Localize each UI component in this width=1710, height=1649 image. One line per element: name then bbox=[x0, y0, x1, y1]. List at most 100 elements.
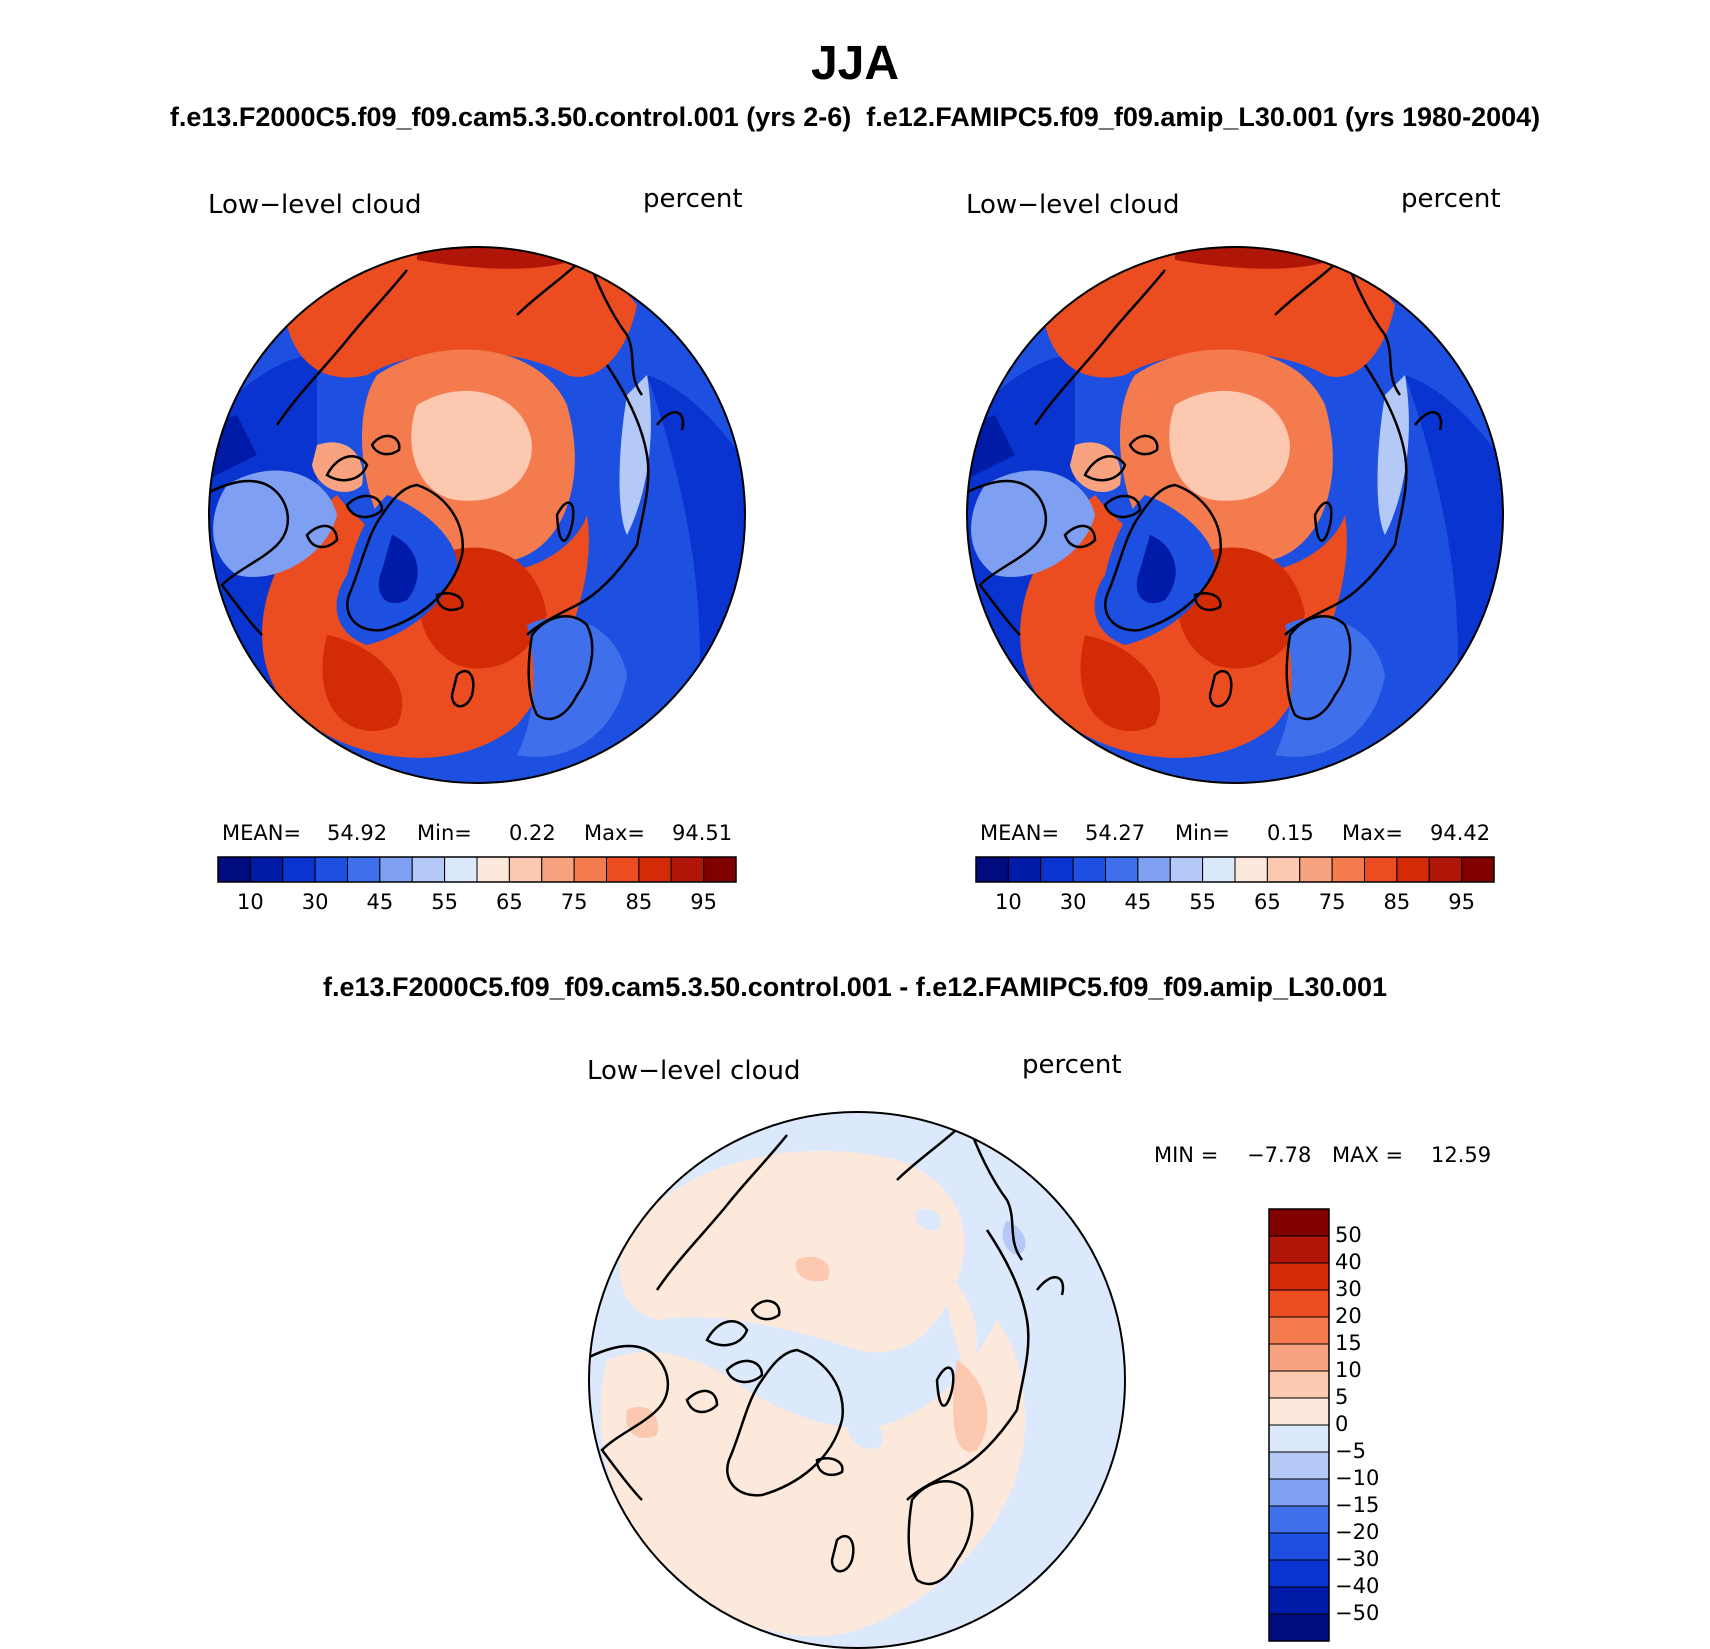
colorbar-swatch bbox=[444, 856, 478, 883]
colorbar-tick-label: −30 bbox=[1335, 1547, 1380, 1571]
page-subtitle: f.e13.F2000C5.f09_f09.cam5.3.50.control.… bbox=[169, 102, 1541, 132]
colorbar-swatch bbox=[1268, 1424, 1330, 1453]
panel-1-map bbox=[209, 247, 745, 783]
diff-panel-title: Low−level cloud bbox=[587, 1056, 801, 1086]
colorbar-tick-label: 45 bbox=[366, 890, 394, 914]
colorbar-tick-label: 95 bbox=[690, 890, 717, 914]
colorbar-tick-label: 30 bbox=[1059, 890, 1087, 914]
diff-min-label: MIN = bbox=[1154, 1143, 1219, 1167]
colorbar-tick-label: 10 bbox=[995, 890, 1022, 914]
colorbar-swatch bbox=[1268, 1370, 1330, 1399]
panel-1-units: percent bbox=[643, 184, 743, 214]
colorbar-swatch bbox=[1268, 1478, 1330, 1507]
panel-1-colorbar bbox=[217, 856, 737, 883]
colorbar-swatch bbox=[217, 856, 251, 883]
panel-2-max-label: Max= bbox=[1342, 821, 1404, 845]
colorbar-swatch bbox=[1266, 856, 1301, 883]
colorbar-swatch bbox=[1268, 1316, 1330, 1345]
colorbar-swatch bbox=[541, 856, 575, 883]
colorbar-tick-label: −20 bbox=[1335, 1520, 1380, 1544]
colorbar-swatch bbox=[573, 856, 607, 883]
colorbar-swatch bbox=[1461, 856, 1495, 883]
panel-1-max-value: 94.51 bbox=[672, 821, 733, 845]
panel-1-max-label: Max= bbox=[584, 821, 646, 845]
colorbar-tick-label: 75 bbox=[560, 890, 588, 914]
panel-2-map bbox=[967, 247, 1503, 783]
colorbar-tick-label: −15 bbox=[1335, 1493, 1380, 1517]
colorbar-swatch bbox=[1268, 1586, 1330, 1615]
colorbar-tick-label: 40 bbox=[1335, 1250, 1362, 1274]
colorbar-swatch bbox=[476, 856, 510, 883]
colorbar-swatch bbox=[379, 856, 413, 883]
colorbar-tick-label: 15 bbox=[1335, 1331, 1362, 1355]
colorbar-swatch bbox=[508, 856, 543, 883]
diff-border bbox=[588, 1111, 1126, 1649]
colorbar-tick-label: 85 bbox=[1383, 890, 1411, 914]
colorbar-swatch bbox=[606, 856, 640, 883]
diff-colorbar bbox=[1268, 1208, 1330, 1642]
diff-map bbox=[589, 1112, 1125, 1648]
panel-2-colorbar bbox=[975, 856, 1495, 883]
colorbar-frame bbox=[217, 856, 737, 883]
panel-2-min-value: 0.15 bbox=[1267, 821, 1314, 845]
page-title: JJA bbox=[810, 37, 900, 90]
panel-1-mean-label: MEAN= bbox=[222, 821, 302, 845]
colorbar-tick-label: 30 bbox=[301, 890, 329, 914]
colorbar-swatch bbox=[1396, 856, 1430, 883]
colorbar-swatch bbox=[314, 856, 348, 883]
panel-2-mean-label: MEAN= bbox=[980, 821, 1060, 845]
colorbar-tick-label: 30 bbox=[1335, 1277, 1362, 1301]
colorbar-tick-label: 55 bbox=[431, 890, 458, 914]
panel-2-min-label: Min= bbox=[1175, 821, 1230, 845]
colorbar-tick-label: −10 bbox=[1335, 1466, 1380, 1490]
colorbar-swatch bbox=[347, 856, 381, 883]
colorbar-swatch bbox=[975, 856, 1009, 883]
colorbar-swatch bbox=[1268, 1532, 1330, 1561]
colorbar-swatch bbox=[1268, 1289, 1330, 1318]
colorbar-swatch bbox=[1268, 1505, 1330, 1534]
colorbar-swatch bbox=[1331, 856, 1365, 883]
colorbar-tick-label: 5 bbox=[1335, 1385, 1349, 1409]
panel-2-border bbox=[966, 246, 1504, 784]
colorbar-swatch bbox=[1268, 1559, 1330, 1588]
difference-title: f.e13.F2000C5.f09_f09.cam5.3.50.control.… bbox=[322, 972, 1388, 1002]
colorbar-tick-label: 10 bbox=[237, 890, 264, 914]
colorbar-swatch bbox=[282, 856, 316, 883]
colorbar-swatch bbox=[670, 856, 705, 883]
colorbar-swatch bbox=[1007, 856, 1042, 883]
colorbar-swatch bbox=[1268, 1343, 1330, 1372]
colorbar-tick-label: 0 bbox=[1335, 1412, 1349, 1436]
colorbar-swatch bbox=[1105, 856, 1139, 883]
panel-1-title: Low−level cloud bbox=[208, 190, 422, 220]
colorbar-swatch bbox=[703, 856, 737, 883]
colorbar-swatch bbox=[1364, 856, 1398, 883]
colorbar-tick-label: −5 bbox=[1335, 1439, 1366, 1463]
colorbar-tick-label: 50 bbox=[1335, 1223, 1362, 1247]
colorbar-swatch bbox=[1268, 1613, 1330, 1642]
diff-max-value: 12.59 bbox=[1431, 1143, 1492, 1167]
colorbar-swatch bbox=[1169, 856, 1204, 883]
diff-max-label: MAX = bbox=[1332, 1143, 1404, 1167]
colorbar-swatch bbox=[1268, 1397, 1330, 1426]
panel-2-mean-value: 54.27 bbox=[1085, 821, 1146, 845]
colorbar-swatch bbox=[1268, 1235, 1330, 1264]
diff-min-value: −7.78 bbox=[1247, 1143, 1312, 1167]
panel-2-max-value: 94.42 bbox=[1430, 821, 1491, 845]
colorbar-swatch bbox=[249, 856, 284, 883]
colorbar-swatch bbox=[638, 856, 672, 883]
colorbar-tick-label: −50 bbox=[1335, 1601, 1380, 1625]
panel-1-min-label: Min= bbox=[417, 821, 472, 845]
colorbar-tick-label: 85 bbox=[625, 890, 653, 914]
colorbar-tick-label: 20 bbox=[1335, 1304, 1362, 1328]
colorbar-tick-label: 45 bbox=[1124, 890, 1152, 914]
colorbar-swatch bbox=[1268, 1208, 1330, 1237]
colorbar-swatch bbox=[1268, 1262, 1330, 1291]
colorbar-swatch bbox=[1072, 856, 1106, 883]
colorbar-swatch bbox=[1299, 856, 1333, 883]
colorbar-tick-label: 95 bbox=[1448, 890, 1475, 914]
colorbar-swatch bbox=[1428, 856, 1463, 883]
colorbar-tick-label: 65 bbox=[496, 890, 523, 914]
panel-2-units: percent bbox=[1401, 184, 1501, 214]
panel-1-border bbox=[208, 246, 746, 784]
